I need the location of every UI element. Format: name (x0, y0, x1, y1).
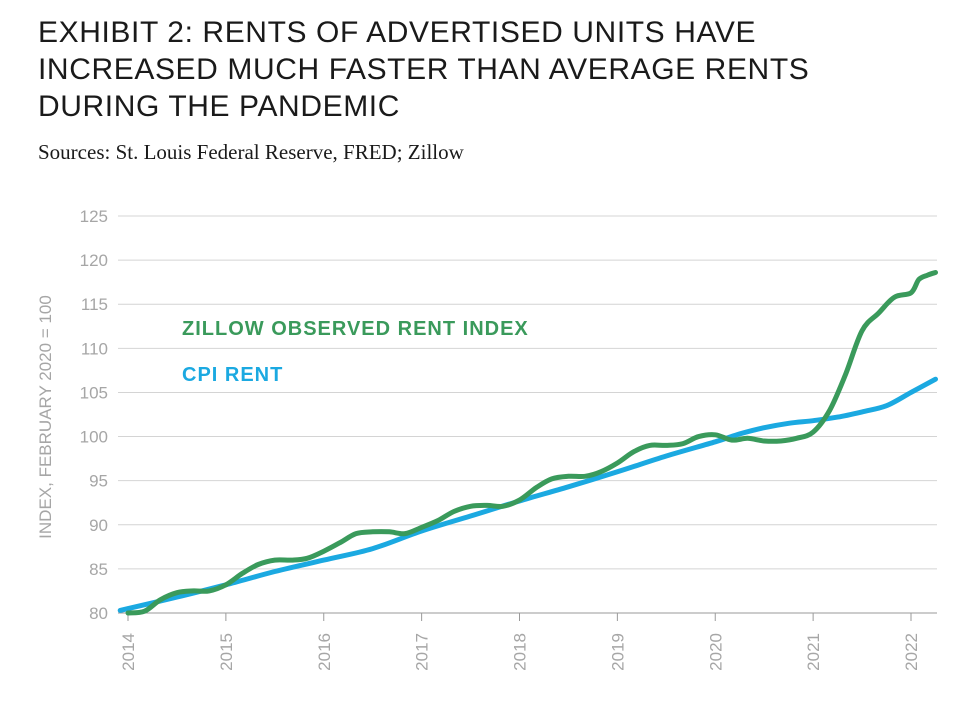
y-tick-label: 115 (81, 295, 108, 314)
y-tick-label: 90 (89, 516, 108, 535)
x-tick-label: 2022 (902, 633, 921, 671)
legend-cpi-rent: CPI RENT (182, 364, 283, 386)
chart-title: EXHIBIT 2: RENTS OF ADVERTISED UNITS HAV… (38, 16, 810, 123)
x-axis-ticks: 2014 2015 2016 2017 2018 2019 2020 2021 2022 (119, 613, 921, 671)
x-tick-label: 2021 (804, 633, 823, 671)
y-tick-label: 120 (80, 251, 108, 270)
series-line-cpi-rent (117, 376, 938, 613)
series-lines (117, 270, 938, 616)
x-tick-label: 2019 (608, 633, 627, 671)
series-line-zillow (125, 270, 938, 616)
x-tick-label: 2018 (511, 633, 530, 671)
chart-subtitle: Sources: St. Louis Federal Reserve, FRED… (38, 140, 464, 164)
x-tick-label: 2014 (119, 633, 138, 671)
y-tick-label: 110 (81, 339, 108, 358)
y-tick-label: 95 (89, 472, 108, 491)
y-tick-label: 80 (89, 604, 108, 623)
x-tick-label: 2017 (413, 633, 432, 671)
legend-zillow: ZILLOW OBSERVED RENT INDEX (182, 318, 529, 340)
y-tick-label: 105 (80, 383, 108, 402)
y-tick-label: 100 (80, 428, 108, 447)
y-axis-ticks: 80 85 90 95 100 105 110 115 120 125 (80, 207, 108, 623)
x-tick-label: 2016 (315, 633, 334, 671)
y-axis-label: INDEX, FEBRUARY 2020 = 100 (36, 295, 55, 539)
grid-lines (118, 215, 937, 614)
y-tick-label: 125 (80, 207, 108, 226)
y-tick-label: 85 (89, 560, 108, 579)
x-tick-label: 2015 (217, 633, 236, 671)
x-tick-label: 2020 (706, 633, 725, 671)
